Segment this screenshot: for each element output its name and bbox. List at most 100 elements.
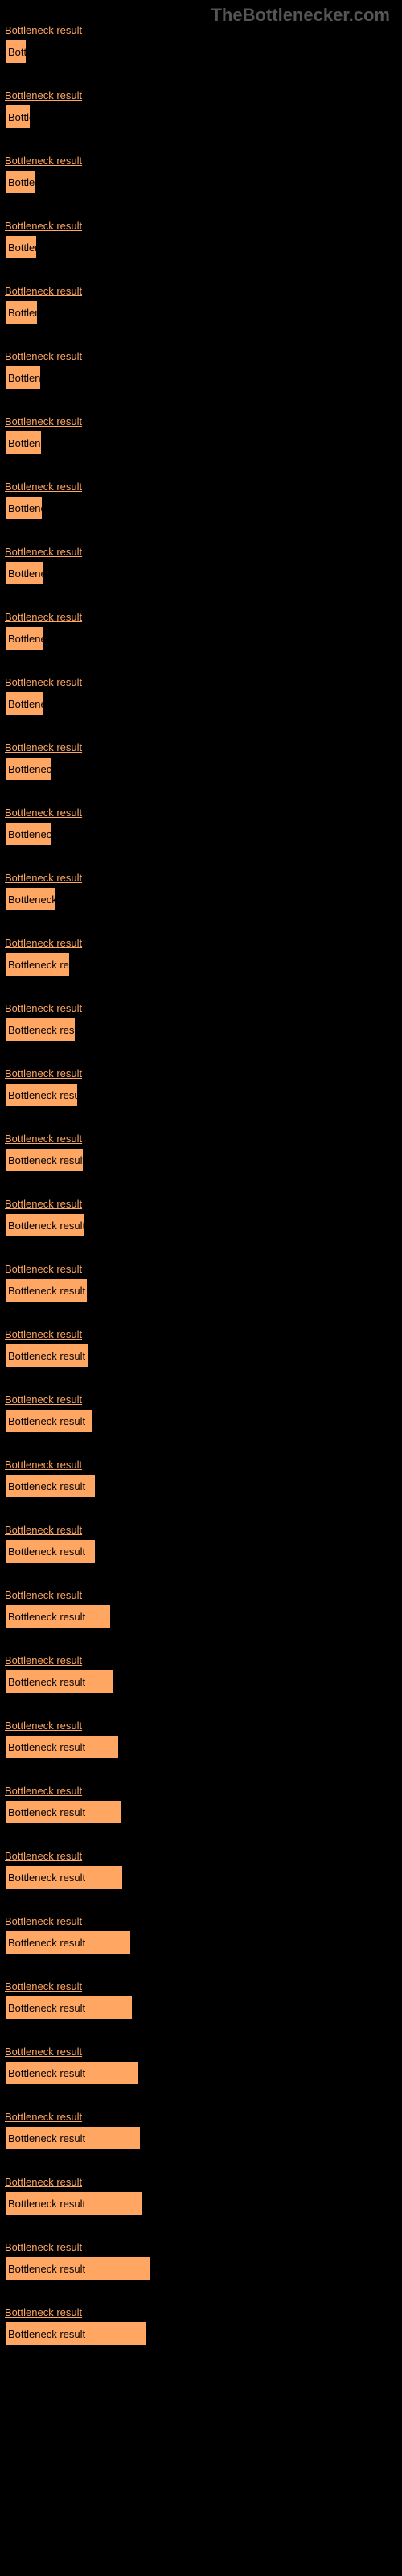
chart-row: Bottleneck result Bottleneck result (5, 1524, 402, 1563)
bottleneck-result-link[interactable]: Bottleneck result (5, 1719, 402, 1732)
bottleneck-result-link[interactable]: Bottleneck result (5, 937, 402, 949)
bottleneck-bar: Bottleneck result (5, 887, 55, 911)
bottleneck-result-link[interactable]: Bottleneck result (5, 611, 402, 623)
bottleneck-bar: Bottleneck result (5, 1148, 84, 1172)
chart-row: Bottleneck result Bottleneck result (5, 2046, 402, 2085)
bar-inner-label: Bottleneck result (8, 2067, 85, 2079)
bar-inner-label: Bottleneck result (8, 2132, 85, 2145)
bottleneck-result-link[interactable]: Bottleneck result (5, 2176, 402, 2188)
bar-inner-label: Bottleneck result (8, 568, 43, 580)
bar-inner-label: Bottleneck result (8, 307, 38, 319)
bottleneck-result-link[interactable]: Bottleneck result (5, 155, 402, 167)
bottleneck-bar: Bottleneck result (5, 626, 44, 650)
bottleneck-result-link[interactable]: Bottleneck result (5, 350, 402, 362)
bottleneck-result-link[interactable]: Bottleneck result (5, 285, 402, 297)
bottleneck-result-link[interactable]: Bottleneck result (5, 1785, 402, 1797)
chart-row: Bottleneck result Bottleneck result (5, 89, 402, 129)
bottleneck-result-link[interactable]: Bottleneck result (5, 415, 402, 427)
bottleneck-bar: Bottleneck result (5, 1083, 78, 1107)
bottleneck-result-link[interactable]: Bottleneck result (5, 1980, 402, 1992)
bottleneck-result-link[interactable]: Bottleneck result (5, 1198, 402, 1210)
bottleneck-result-link[interactable]: Bottleneck result (5, 220, 402, 232)
bar-inner-label: Bottleneck result (8, 2002, 85, 2014)
bottleneck-result-link[interactable]: Bottleneck result (5, 1654, 402, 1666)
bar-inner-label: Bottleneck result (8, 111, 31, 123)
bottleneck-result-link[interactable]: Bottleneck result (5, 2111, 402, 2123)
bottleneck-bar: Bottleneck result (5, 952, 70, 976)
bar-inner-label: Bottleneck result (8, 2328, 85, 2340)
chart-row: Bottleneck result Bottleneck result (5, 1785, 402, 1824)
bottleneck-result-link[interactable]: Bottleneck result (5, 89, 402, 101)
chart-row: Bottleneck result Bottleneck result (5, 2241, 402, 2281)
bottleneck-bar: Bottleneck result (5, 235, 37, 259)
bar-inner-label: Bottleneck result (8, 1350, 85, 1362)
bottleneck-result-link[interactable]: Bottleneck result (5, 741, 402, 753)
bottleneck-bar: Bottleneck result (5, 170, 35, 194)
bottleneck-result-link[interactable]: Bottleneck result (5, 1850, 402, 1862)
chart-row: Bottleneck resultBottleneck result (5, 1719, 402, 1759)
bottleneck-result-link[interactable]: Bottleneck result (5, 1002, 402, 1014)
bottleneck-bar: Bottleneck result (5, 2322, 146, 2346)
bottleneck-result-link[interactable]: Bottleneck result (5, 481, 402, 493)
bar-inner-label: Bottleneck result (8, 176, 35, 188)
bottleneck-result-link[interactable]: Bottleneck result (5, 807, 402, 819)
bar-inner-label: Bottleneck result (8, 828, 51, 840)
chart-row: Bottleneck result Bottleneck result (5, 676, 402, 716)
bottleneck-result-link[interactable]: Bottleneck result (5, 1393, 402, 1406)
chart-row: Bottleneck result Bottleneck result (5, 2306, 402, 2346)
bottleneck-bar: Bottleneck result (5, 1539, 96, 1563)
bottleneck-result-link[interactable]: Bottleneck result (5, 1263, 402, 1275)
chart-row: Bottleneck result Bottleneck result (5, 1654, 402, 1694)
bottleneck-bar: Bottleneck result (5, 691, 44, 716)
bottleneck-bar: Bottleneck result (5, 431, 42, 455)
bottleneck-bar: Bottleneck result (5, 561, 43, 585)
chart-row: Bottleneck result Bottleneck result (5, 481, 402, 520)
bar-inner-label: Bottleneck result (8, 1285, 85, 1297)
bar-inner-label: Bottleneck result (8, 372, 41, 384)
chart-row: Bottleneck result Bottleneck result (5, 1980, 402, 2020)
bottleneck-result-link[interactable]: Bottleneck result (5, 2306, 402, 2318)
bar-inner-label: Bottleneck result (8, 2198, 85, 2210)
bottleneck-result-link[interactable]: Bottleneck result (5, 1524, 402, 1536)
chart-row: Bottleneck result Bottleneck result (5, 807, 402, 846)
bottleneck-result-link[interactable]: Bottleneck result (5, 1067, 402, 1080)
bottleneck-result-link[interactable]: Bottleneck result (5, 1328, 402, 1340)
bottleneck-bar: Bottleneck result (5, 1865, 123, 1889)
bar-inner-label: Bottleneck result (8, 763, 51, 775)
chart-row: Bottleneck result Bottleneck result (5, 1328, 402, 1368)
chart-row: Bottleneck result Bottleneck result (5, 2111, 402, 2150)
bottleneck-bar: Bottleneck result (5, 1800, 121, 1824)
bottleneck-bar: Bottleneck result (5, 757, 51, 781)
bottleneck-result-link[interactable]: Bottleneck result (5, 1133, 402, 1145)
bottleneck-bar: Bottleneck result (5, 300, 38, 324)
bar-inner-label: Bottleneck result (8, 1546, 85, 1558)
bar-inner-label: Bottleneck result (8, 1154, 84, 1166)
bottleneck-bar-chart: Bottleneck result Bottleneck result Bottle… (0, 24, 402, 2388)
bottleneck-result-link[interactable]: Bottleneck result (5, 872, 402, 884)
bottleneck-result-link[interactable]: Bottleneck result (5, 546, 402, 558)
bottleneck-bar: Bottleneck result (5, 2191, 143, 2215)
chart-row: Bottleneck result Bottleneck result (5, 1002, 402, 1042)
bottleneck-result-link[interactable]: Bottleneck result (5, 1459, 402, 1471)
chart-row: Bottleneck result Bottleneck result (5, 285, 402, 324)
bottleneck-bar: Bottleneck result (5, 2061, 139, 2085)
chart-row: Bottleneck result Bottleneck result (5, 350, 402, 390)
bottleneck-result-link[interactable]: Bottleneck result (5, 2241, 402, 2253)
bottleneck-result-link[interactable]: Bottleneck result (5, 24, 402, 36)
chart-row: Bottleneck resultBottleneck result (5, 1459, 402, 1498)
bottleneck-bar: Bottleneck result (5, 496, 43, 520)
bottleneck-result-link[interactable]: Bottleneck result (5, 1915, 402, 1927)
chart-row: Bottleneck result Bottleneck result (5, 546, 402, 585)
chart-row: Bottleneck result Bottleneck result (5, 1133, 402, 1172)
bottleneck-bar: Bottleneck result (5, 1409, 93, 1433)
bar-inner-label: Bottleneck result (8, 1024, 76, 1036)
bottleneck-bar: Bottleneck result (5, 2256, 150, 2281)
bottleneck-bar: Bottleneck result (5, 1344, 88, 1368)
bottleneck-bar: Bottleneck result (5, 1670, 113, 1694)
bottleneck-result-link[interactable]: Bottleneck result (5, 676, 402, 688)
bottleneck-result-link[interactable]: Bottleneck result (5, 1589, 402, 1601)
bottleneck-bar: Bottleneck result (5, 822, 51, 846)
bar-inner-label: Bottleneck result (8, 1220, 85, 1232)
chart-row: Bottleneck result Bottleneck result (5, 937, 402, 976)
bottleneck-result-link[interactable]: Bottleneck result (5, 2046, 402, 2058)
